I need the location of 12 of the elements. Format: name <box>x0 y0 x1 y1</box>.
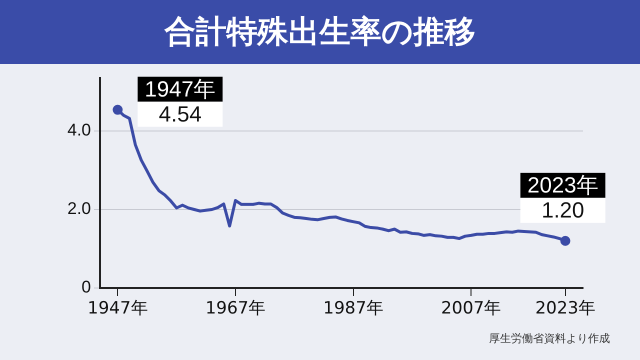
x-tick-label: 1947年 <box>88 298 148 319</box>
y-tick-label: 4.0 <box>67 120 91 140</box>
x-tick-label: 1987年 <box>323 298 384 319</box>
text: 厚生労働省資料より作成 <box>489 331 610 346</box>
x-tick-label: 2023年 <box>535 298 596 319</box>
annotation: 1947年 4.54 <box>144 76 216 126</box>
x-tick-label: 1967年 <box>205 298 266 319</box>
annotation: 2023年 1.20 <box>527 172 598 222</box>
chart-title: 合計特殊出生率の推移 <box>0 0 640 64</box>
y-tick-label: 0 <box>82 278 91 297</box>
y-tick-label: 2.0 <box>67 199 91 218</box>
x-tick-label: 2007年 <box>440 298 502 319</box>
